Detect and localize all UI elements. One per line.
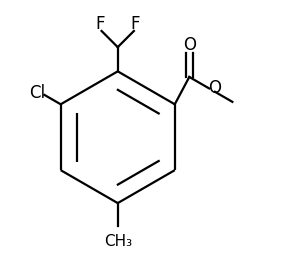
Text: O: O: [183, 36, 196, 54]
Text: CH₃: CH₃: [104, 234, 132, 249]
Text: Cl: Cl: [30, 84, 46, 102]
Text: F: F: [95, 15, 105, 33]
Text: O: O: [208, 79, 221, 97]
Text: F: F: [130, 15, 140, 33]
